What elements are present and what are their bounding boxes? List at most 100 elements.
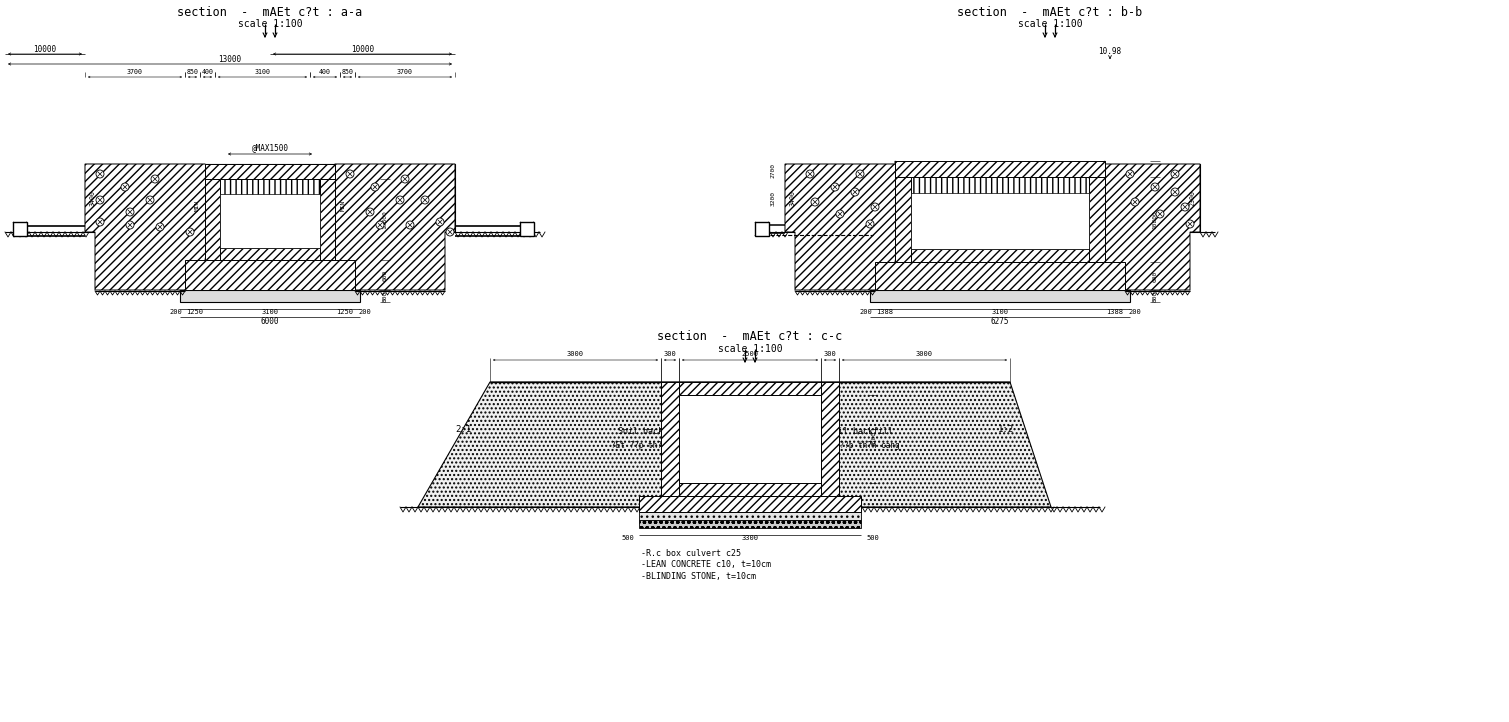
Text: 2300: 2300 [1189,190,1195,206]
Circle shape [871,203,880,211]
Text: MIN: MIN [195,200,199,211]
Text: 1388: 1388 [877,309,893,315]
Bar [205,248,335,260]
Circle shape [866,220,874,228]
Circle shape [1171,170,1179,178]
Text: 10000: 10000 [33,45,56,53]
Text: 2:1: 2:1 [454,425,471,435]
Text: 10800: 10800 [382,210,388,229]
Text: 200: 200 [358,309,371,315]
Text: 2500: 2500 [872,432,877,446]
Circle shape [151,175,158,183]
Bar [638,496,862,512]
Bar [638,520,862,528]
Text: 300: 300 [824,351,836,357]
Circle shape [97,170,104,178]
Text: 200: 200 [1129,309,1141,315]
Circle shape [1186,220,1194,228]
Circle shape [436,218,444,226]
Bar [638,512,862,520]
Circle shape [97,196,104,204]
Polygon shape [418,382,1050,507]
Bar [895,177,911,262]
Text: 3000: 3000 [567,351,584,357]
Circle shape [1151,183,1159,191]
Text: 500: 500 [866,535,878,541]
Text: 850: 850 [341,69,353,75]
Text: 7.18: 7.18 [266,235,284,245]
Bar [14,222,27,236]
Text: 600: 600 [382,269,388,281]
Text: Soil backfill: Soil backfill [617,427,682,437]
Text: 300: 300 [664,351,676,357]
Text: scale 1:100: scale 1:100 [718,344,782,354]
Circle shape [1182,203,1189,211]
Text: 500: 500 [622,535,634,541]
Text: 400: 400 [202,69,213,75]
Text: 1250: 1250 [187,309,204,315]
Text: 1:2: 1:2 [997,425,1014,435]
Circle shape [806,170,813,178]
Circle shape [346,170,355,178]
Circle shape [421,196,429,204]
Text: 800: 800 [382,290,388,302]
Text: 3100: 3100 [261,309,279,315]
Circle shape [856,170,865,178]
Text: 7.18: 7.18 [985,235,1005,245]
Text: 3100: 3100 [255,69,270,75]
Circle shape [1156,210,1163,218]
Circle shape [851,188,859,196]
Bar [661,382,679,496]
Text: Soil backfill: Soil backfill [827,427,892,437]
Circle shape [406,221,413,229]
Text: 6000: 6000 [261,316,279,326]
Bar [85,164,456,232]
Circle shape [146,196,154,204]
Text: 3700: 3700 [397,69,413,75]
Text: 800: 800 [1153,290,1157,302]
Circle shape [186,228,195,236]
Circle shape [155,223,164,231]
Text: 3400: 3400 [791,190,797,206]
Text: 1250: 1250 [337,309,353,315]
Circle shape [395,196,404,204]
Text: 3300: 3300 [741,535,759,541]
Text: MIN: MIN [341,200,346,211]
Bar [895,161,1105,177]
Bar [186,260,355,290]
Text: scale 1:100: scale 1:100 [238,19,302,29]
Text: 3100: 3100 [991,309,1008,315]
Text: -BLINDING STONE, t=10cm: -BLINDING STONE, t=10cm [641,573,756,581]
Circle shape [371,183,379,191]
Text: 10.98: 10.98 [1099,48,1121,56]
Polygon shape [320,164,456,290]
Text: 13000: 13000 [219,54,241,64]
Circle shape [836,210,844,218]
Polygon shape [785,161,911,290]
Text: 400: 400 [318,69,330,75]
Circle shape [447,228,454,236]
Text: 200: 200 [859,309,872,315]
Text: section  -  mAEt c?t : b-b: section - mAEt c?t : b-b [957,6,1142,19]
Circle shape [810,198,819,206]
Polygon shape [85,164,220,290]
Text: scale 1:100: scale 1:100 [1017,19,1082,29]
Circle shape [376,221,383,229]
Circle shape [1132,198,1139,206]
Bar [911,193,1089,249]
Text: 2700: 2700 [771,163,776,178]
Text: 850: 850 [187,69,199,75]
Text: ?Et ??p th?n cang: ?Et ??p th?n cang [611,440,690,450]
Bar [205,179,220,260]
Bar [871,290,1130,302]
Circle shape [121,183,128,191]
Text: section  -  mAEt c?t : a-a: section - mAEt c?t : a-a [178,6,362,19]
Bar [821,382,839,496]
Text: 3000: 3000 [916,351,933,357]
Bar [205,164,335,179]
Circle shape [831,183,839,191]
Text: 3700: 3700 [127,69,143,75]
Text: -LEAN CONCRETE c10, t=10cm: -LEAN CONCRETE c10, t=10cm [641,560,771,570]
Bar [661,382,839,395]
Bar [785,164,1200,232]
